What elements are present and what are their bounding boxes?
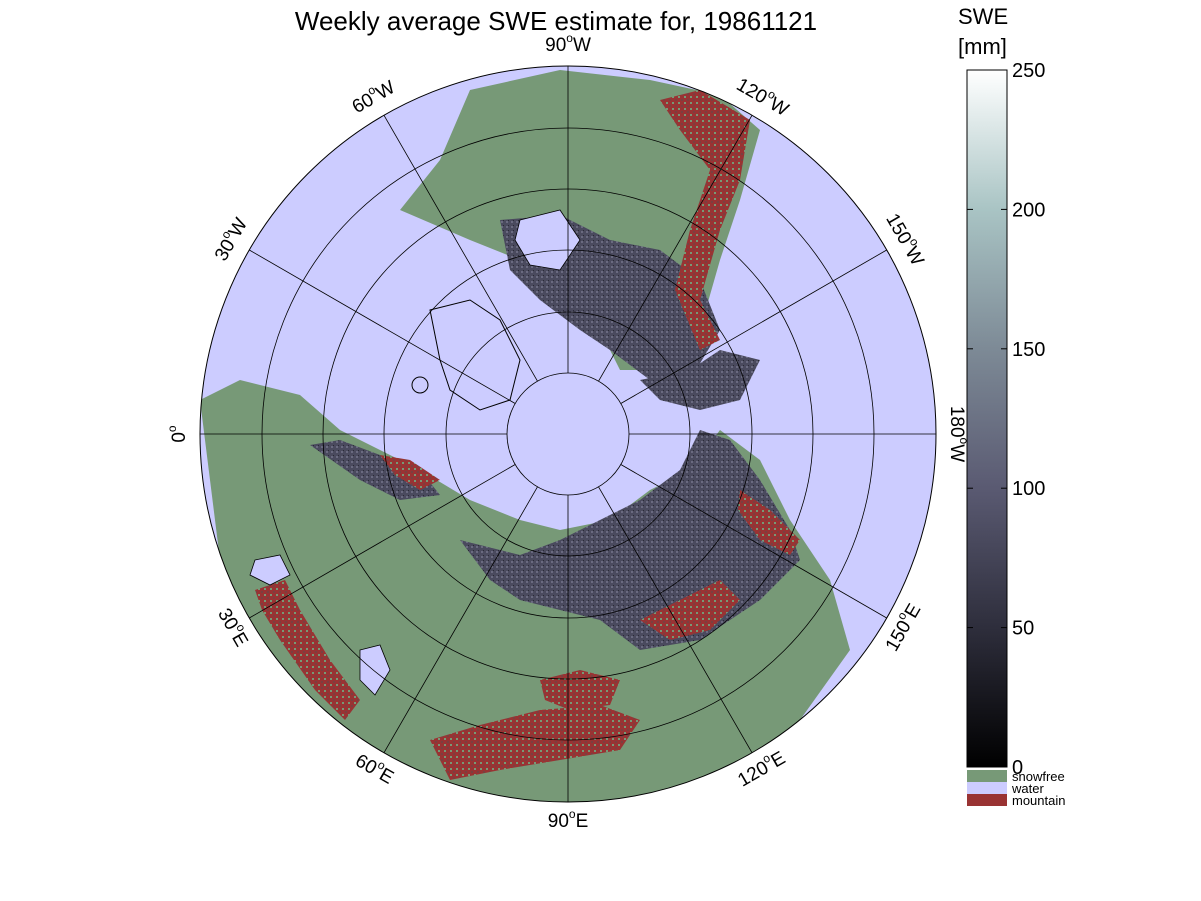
himalaya-tibet-mountains xyxy=(430,705,640,780)
colorbar-title-swe: SWE xyxy=(958,4,1008,29)
scandinavia-mountains xyxy=(380,455,440,490)
scandinavia-snow xyxy=(310,440,440,500)
alps-mountains xyxy=(255,580,360,720)
legend-swatch-water xyxy=(967,782,1007,794)
legend-label-water: water xyxy=(1011,781,1044,796)
colorbar-tick-label: 100 xyxy=(1012,478,1045,500)
meridian-line xyxy=(383,115,538,382)
meridian-line xyxy=(620,464,887,619)
colorbar-tick-label: 250 xyxy=(1012,60,1045,82)
colorbar-title-unit: [mm] xyxy=(958,34,1007,59)
meridian-line xyxy=(620,249,887,404)
longitude-label: 90oE xyxy=(548,807,589,832)
iceland-island xyxy=(411,376,429,394)
colorbar-tick-label: 0 xyxy=(1012,757,1023,779)
colorbar: SWE [mm] 0 50 100 150 200 250 xyxy=(958,4,1045,779)
central-asia-mountains xyxy=(540,670,620,710)
colorbar-ticks: 0 50 100 150 200 250 xyxy=(967,60,1045,779)
alaska-landmass xyxy=(640,350,760,410)
black-sea xyxy=(249,554,291,586)
colorbar-gradient xyxy=(966,69,1008,768)
colorbar-tick-label: 200 xyxy=(1012,199,1045,221)
land-layer xyxy=(200,70,850,802)
meridian-line xyxy=(249,249,516,404)
meridian-line xyxy=(383,486,538,753)
polar-map: 90oW120oW150oW180oW150oE120oE90oE60oE30o… xyxy=(165,31,971,832)
arctic-ocean-cap xyxy=(506,372,630,496)
caspian-sea xyxy=(359,644,391,696)
legend-swatch-mountain xyxy=(967,794,1007,806)
hudson-bay xyxy=(514,209,581,271)
longitude-label: 90oW xyxy=(545,31,591,56)
far-east-mountains xyxy=(738,490,800,555)
siberian-mountains xyxy=(640,580,740,640)
meridian-line xyxy=(598,115,753,382)
legend-label-snowfree: snowfree xyxy=(1012,769,1065,784)
longitude-label: 0o xyxy=(165,425,190,443)
meridian-line xyxy=(598,486,753,753)
legend-label-mountain: mountain xyxy=(1012,793,1065,808)
legend-swatch-snowfree xyxy=(967,770,1007,782)
meridian-line xyxy=(249,464,516,619)
colorbar-tick-label: 150 xyxy=(1012,339,1045,361)
map-title: Weekly average SWE estimate for, 1986112… xyxy=(295,6,817,36)
meridian-lines xyxy=(200,66,936,802)
colorbar-tick-label: 50 xyxy=(1012,618,1034,640)
longitude-label: 180oW xyxy=(946,406,971,462)
rocky-mountains xyxy=(660,90,750,350)
